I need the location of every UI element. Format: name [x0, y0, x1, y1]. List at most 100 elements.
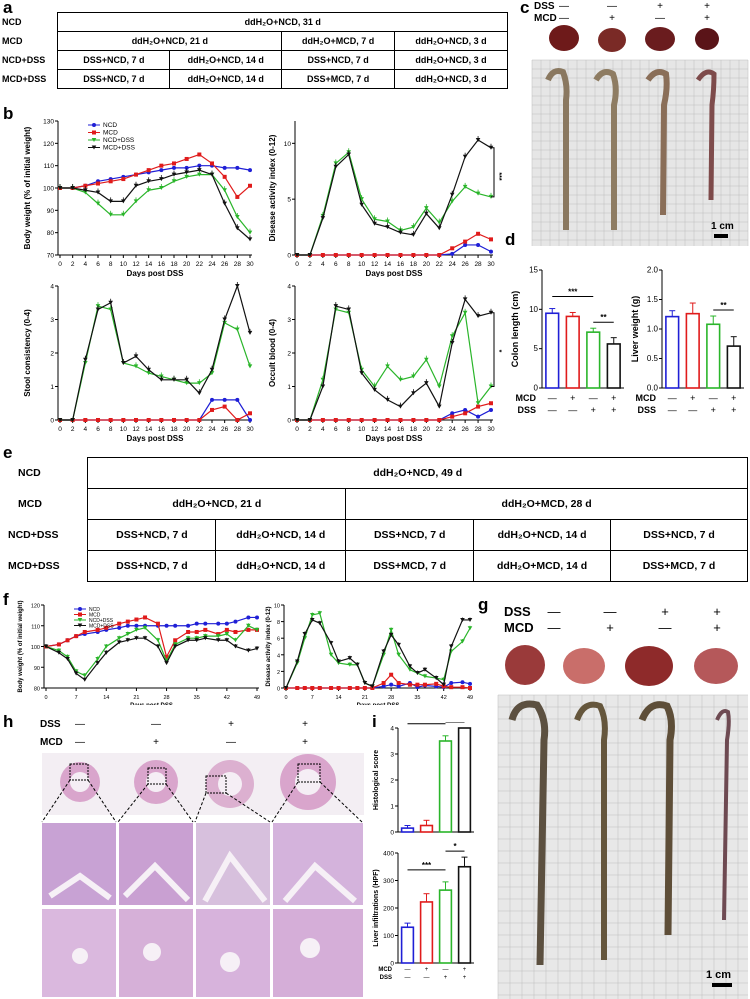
data-point	[309, 612, 315, 617]
table-cell: ddH₂O+NCD, 31 d	[57, 12, 508, 32]
legend-label: NCD	[103, 122, 117, 129]
x-tick-label: 6	[334, 426, 338, 433]
data-point	[95, 656, 100, 661]
data-point	[381, 649, 386, 654]
table-row: NCD+DSS DSS+NCD, 7 d ddH₂O+NCD, 14 d DSS+NC…	[0, 519, 748, 551]
data-point	[434, 681, 439, 686]
data-point	[462, 297, 468, 302]
x-tick-label: 10	[358, 261, 366, 268]
legend-label: NCD+DSS	[89, 618, 114, 624]
data-point	[194, 638, 200, 643]
x-tick-label: 42	[224, 695, 230, 701]
data-point	[194, 629, 199, 634]
liver-image	[645, 27, 675, 51]
x-tick-label: 30	[246, 261, 254, 268]
series-line	[60, 169, 251, 240]
row-label-dss: DSS	[380, 975, 392, 981]
data-point	[222, 165, 227, 170]
data-point	[197, 163, 202, 168]
mcd-sign: —	[75, 737, 85, 748]
data-point	[78, 607, 82, 611]
data-point	[467, 626, 473, 631]
x-tick-label: 7	[311, 695, 314, 701]
data-point	[121, 418, 126, 422]
data-point	[77, 623, 83, 628]
data-point	[83, 188, 88, 193]
data-point	[449, 681, 454, 686]
bar	[726, 345, 741, 389]
dss-sign: +	[591, 405, 596, 415]
data-point	[489, 249, 493, 254]
x-tick-label: 18	[170, 261, 178, 268]
panel-label-a: a	[3, 0, 13, 17]
data-point	[294, 253, 300, 257]
mcd-sign: +	[302, 737, 308, 748]
data-point	[125, 619, 130, 624]
series-line	[297, 409, 492, 421]
series-mcd	[295, 401, 493, 422]
data-point	[489, 401, 493, 406]
data-point	[77, 618, 83, 622]
data-point	[155, 638, 161, 643]
scale-label: 1 cm	[706, 969, 731, 981]
x-tick-label: 49	[254, 695, 260, 701]
panel-label-d: d	[505, 230, 516, 249]
significance-label: **	[600, 313, 607, 322]
data-point	[173, 638, 178, 643]
legend-label: NCD	[89, 607, 100, 613]
data-point	[134, 627, 139, 632]
y-axis-label: Colon length (cm)	[510, 291, 520, 368]
data-point	[121, 199, 126, 204]
data-point	[450, 251, 455, 256]
data-point	[146, 367, 151, 372]
data-point	[155, 621, 160, 626]
series-line	[297, 139, 492, 256]
y-tick-label: 6	[277, 637, 280, 643]
data-point	[449, 334, 455, 339]
y-tick-label: 5	[534, 344, 539, 353]
panel-label-g: g	[478, 595, 489, 614]
x-tick-label: 28	[474, 426, 482, 433]
table-cell: DSS+NCD, 7 d	[610, 519, 748, 551]
x-tick-label: 26	[462, 261, 470, 268]
data-point	[355, 662, 360, 667]
x-tick-label: 26	[221, 261, 229, 268]
x-axis-label: Days post DSS	[357, 703, 400, 705]
x-tick-label: 21	[362, 695, 368, 701]
x-tick-label: 22	[196, 426, 204, 433]
data-point	[248, 168, 252, 173]
data-point	[216, 621, 221, 626]
data-point	[411, 225, 416, 230]
mcd-sign: +	[425, 967, 429, 973]
data-point	[215, 638, 221, 643]
liver-image	[695, 28, 719, 50]
data-point	[108, 300, 113, 305]
bar	[400, 827, 415, 833]
x-tick-label: 16	[158, 426, 166, 433]
data-point	[450, 414, 455, 419]
data-point	[388, 627, 394, 632]
data-point	[133, 354, 139, 359]
body-weight-chart-f: 80 90 100 110 120 0 7 14 21 28 35 42 49 Days post DSS…	[18, 601, 260, 706]
data-point	[372, 387, 377, 392]
x-tick-label: 8	[347, 261, 351, 268]
significance-bracket	[491, 312, 495, 387]
data-point	[476, 242, 481, 247]
data-point	[475, 401, 481, 406]
row-label: NCD+DSS	[8, 529, 59, 541]
data-point	[489, 407, 493, 412]
x-tick-label: 24	[208, 261, 216, 268]
y-tick-label: 0.5	[647, 354, 659, 363]
mcd-sign: —	[709, 393, 718, 403]
data-point	[407, 664, 413, 669]
x-tick-label: 2	[308, 426, 312, 433]
x-tick-label: 4	[321, 261, 325, 268]
mcd-sign: —	[548, 393, 557, 403]
data-point	[475, 314, 481, 319]
data-point	[73, 671, 79, 676]
y-tick-label: 70	[47, 253, 55, 260]
data-point	[70, 186, 75, 190]
data-point	[108, 199, 113, 204]
y-tick-label: 2	[390, 778, 394, 785]
